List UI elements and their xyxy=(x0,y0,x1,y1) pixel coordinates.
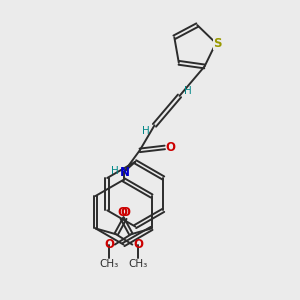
Text: O: O xyxy=(117,206,127,219)
Text: O: O xyxy=(166,141,176,154)
Text: H: H xyxy=(142,126,150,136)
Text: H: H xyxy=(184,85,192,96)
Text: S: S xyxy=(213,37,222,50)
Text: O: O xyxy=(104,238,114,251)
Text: O: O xyxy=(120,206,130,219)
Text: CH₃: CH₃ xyxy=(99,259,119,269)
Text: N: N xyxy=(120,166,130,179)
Text: H: H xyxy=(111,166,119,176)
Text: O: O xyxy=(133,238,143,251)
Text: CH₃: CH₃ xyxy=(129,259,148,269)
